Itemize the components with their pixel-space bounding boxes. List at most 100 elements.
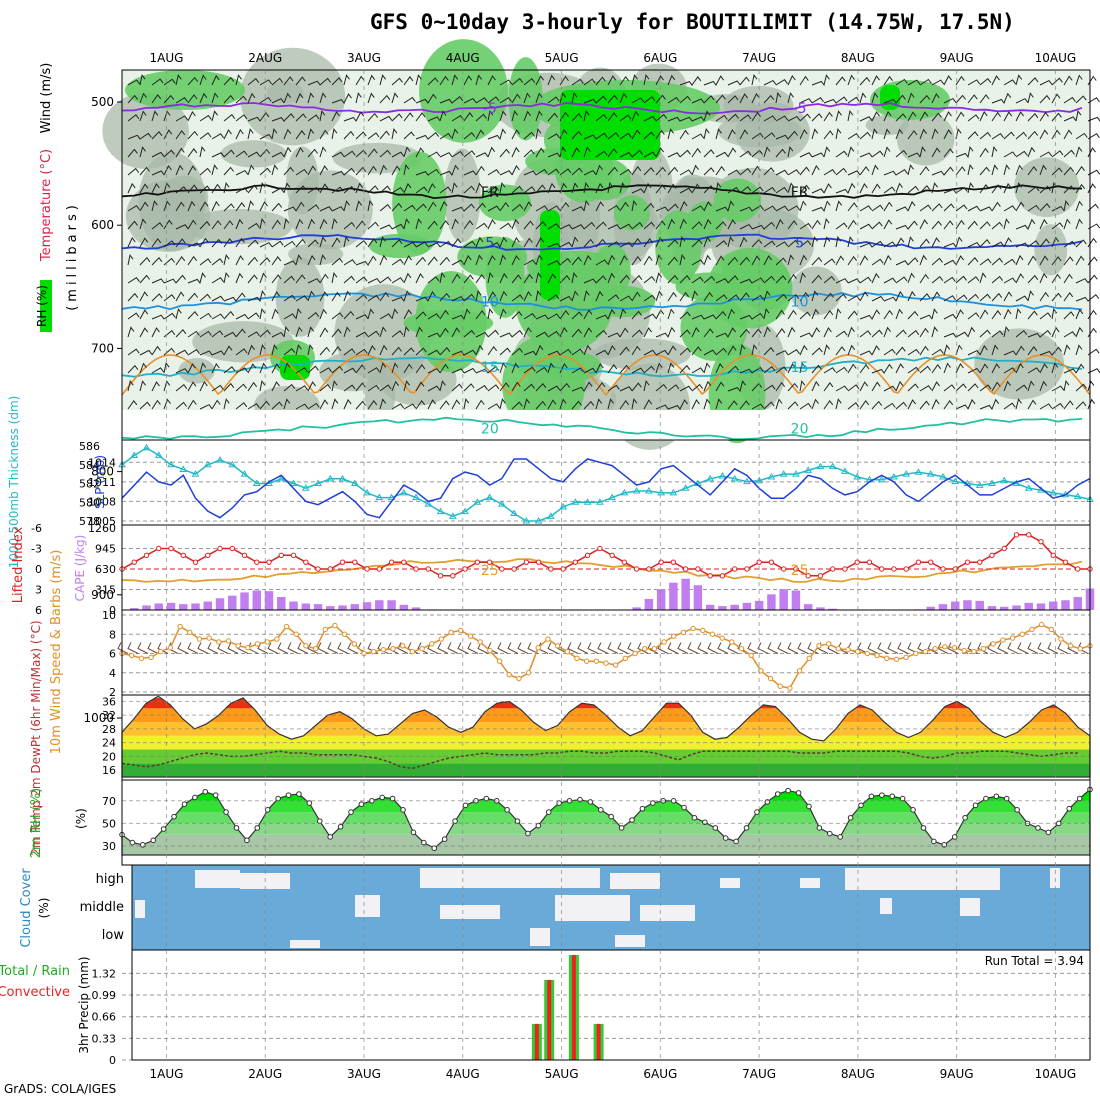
wind-barb bbox=[727, 147, 737, 158]
wind-barb bbox=[523, 273, 533, 284]
wind-barb bbox=[127, 254, 134, 266]
wind-barb bbox=[727, 129, 736, 140]
wind-barb bbox=[991, 275, 1003, 284]
wind-barb bbox=[667, 183, 677, 194]
wind-barb bbox=[487, 329, 499, 338]
wind-barb bbox=[307, 381, 316, 392]
wind-barb bbox=[775, 350, 789, 356]
wind-barb bbox=[655, 147, 664, 158]
wind-barb bbox=[283, 347, 296, 356]
wind-barb bbox=[343, 367, 357, 374]
wind-barb bbox=[847, 402, 860, 410]
wind-barb bbox=[703, 110, 711, 122]
wind-barb bbox=[211, 133, 224, 140]
lifted-index-line-marker bbox=[609, 552, 615, 559]
wind-barb bbox=[391, 187, 404, 194]
wind-barb bbox=[967, 383, 979, 392]
wind-barb bbox=[967, 349, 981, 356]
wind-barb bbox=[127, 148, 138, 158]
wind-barb bbox=[739, 368, 753, 374]
cloud-block bbox=[960, 898, 980, 916]
wind-barb bbox=[835, 278, 849, 284]
wind-barb bbox=[715, 255, 725, 266]
wind-barb bbox=[583, 221, 596, 230]
wind-barb bbox=[931, 326, 938, 338]
wind-barb bbox=[367, 221, 379, 230]
wind-barb bbox=[1003, 111, 1013, 122]
wind-barb bbox=[187, 311, 199, 320]
rh-point bbox=[202, 788, 209, 795]
ylabel-slp: SLP (mb) bbox=[93, 455, 107, 509]
wind-barb bbox=[919, 166, 930, 176]
wind-barb bbox=[847, 109, 854, 122]
wind-barb bbox=[835, 307, 842, 320]
wind-barb bbox=[415, 171, 429, 176]
thickness-line-marker bbox=[669, 488, 678, 496]
wind-barb bbox=[883, 219, 893, 230]
wind-barb bbox=[379, 362, 387, 374]
wind-barb bbox=[577, 642, 589, 654]
wind-barb bbox=[955, 294, 968, 302]
wind-barb bbox=[763, 308, 770, 320]
wind-barb bbox=[559, 257, 572, 266]
cape-bar bbox=[154, 603, 163, 610]
wind-barb bbox=[907, 310, 919, 320]
wind-barb bbox=[727, 365, 739, 374]
wind-barb bbox=[667, 274, 679, 284]
wind-barb bbox=[943, 295, 956, 302]
lifted-index-line-marker bbox=[437, 573, 444, 579]
wind-speed-line-marker bbox=[806, 655, 812, 662]
wind-barb bbox=[835, 96, 848, 104]
lifted-index-line-marker bbox=[646, 566, 652, 572]
rh-high-region bbox=[880, 85, 900, 110]
wind-barb bbox=[587, 642, 599, 654]
wind-barb bbox=[1027, 332, 1041, 338]
wind-barb bbox=[151, 200, 158, 212]
wind-barb bbox=[883, 75, 893, 86]
wind-barb bbox=[811, 290, 819, 302]
wind-barb bbox=[487, 242, 501, 248]
ylabel-rh2m-unit: (%) bbox=[74, 808, 88, 829]
wind-barb bbox=[187, 292, 198, 302]
lifted-index-line-marker bbox=[829, 566, 836, 572]
wind-barb bbox=[343, 384, 356, 392]
thickness-line-marker bbox=[730, 474, 739, 482]
wind-barb bbox=[1075, 326, 1084, 338]
wind-barb bbox=[619, 223, 633, 230]
wind-barb bbox=[175, 147, 185, 158]
wind-barb bbox=[1063, 116, 1077, 122]
surface-wind-barbs bbox=[117, 642, 1089, 654]
wind-barb bbox=[451, 74, 459, 86]
wind-speed-line-marker bbox=[612, 662, 619, 668]
wind-barb bbox=[703, 128, 710, 140]
wind-barb bbox=[955, 363, 964, 374]
wind-barb bbox=[763, 326, 771, 338]
wind-barb bbox=[523, 313, 536, 320]
wind-speed-line-marker bbox=[622, 655, 629, 662]
wind-barb bbox=[691, 276, 704, 284]
lifted-index-line-marker bbox=[670, 559, 677, 565]
wind-barb bbox=[679, 254, 686, 266]
wind-speed-line-marker bbox=[1067, 643, 1074, 649]
wind-barb bbox=[631, 149, 644, 158]
wind-barb bbox=[187, 165, 197, 176]
wind-barb bbox=[991, 98, 1005, 104]
wind-barb bbox=[631, 255, 642, 266]
lifted-index-line-marker bbox=[682, 566, 689, 572]
wind-speed-line-marker bbox=[1019, 631, 1025, 637]
wind-barb bbox=[859, 399, 870, 410]
wind-barb bbox=[127, 167, 140, 176]
wind-barb bbox=[235, 367, 248, 374]
wind-barb bbox=[679, 200, 688, 212]
wind-barb bbox=[691, 147, 701, 158]
wind-barb bbox=[895, 169, 908, 176]
isotherm-label: 5 bbox=[485, 235, 494, 251]
wind-barb bbox=[223, 113, 236, 122]
wind-barb bbox=[355, 92, 362, 104]
wind-barb bbox=[787, 294, 800, 302]
wind-barb bbox=[751, 186, 764, 194]
wind-barb bbox=[823, 218, 830, 230]
lifted-index-line-marker bbox=[793, 566, 799, 572]
wind-barb bbox=[991, 221, 1003, 230]
precip-tick-label: 0.33 bbox=[92, 1032, 117, 1045]
